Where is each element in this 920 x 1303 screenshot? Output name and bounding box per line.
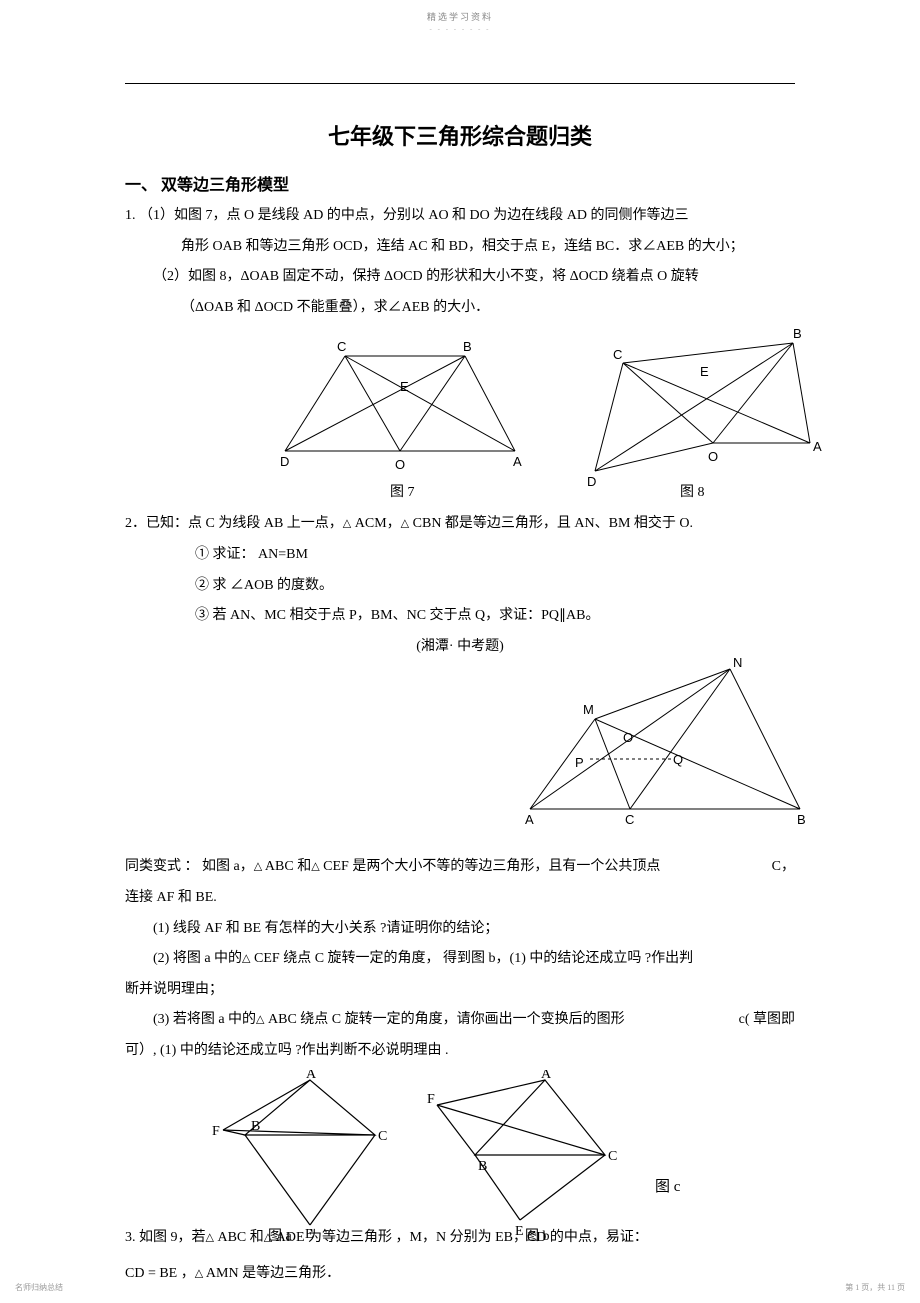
fig8-D: D <box>587 474 596 489</box>
fig2-C: C <box>625 812 634 827</box>
page-top-header: 精选学习资料 <box>0 0 920 23</box>
figb-E: E <box>515 1224 524 1239</box>
fig8-B: B <box>793 326 802 341</box>
figure-8-label: 图 8 <box>680 481 705 501</box>
fig7-B: B <box>463 339 472 354</box>
fig8-E: E <box>700 364 709 379</box>
variant-line1: 同类变式 ： 如图 a，△ ABC 和△ CEF 是两个大小不等的等边三角形，且… <box>125 854 795 881</box>
triangle-icon: △ <box>401 518 409 530</box>
triangle-icon: △ <box>242 952 250 964</box>
triangle-icon: △ <box>256 1014 264 1026</box>
figure-a-label: 图 a <box>268 1225 292 1245</box>
fig2-P: P <box>575 755 584 770</box>
fig8-C: C <box>613 347 622 362</box>
variant-section: 同类变式 ： 如图 a，△ ABC 和△ CEF 是两个大小不等的等边三角形，且… <box>125 854 795 1064</box>
fig2-N: N <box>733 655 742 670</box>
problem-1-line3: （2）如图 8，ΔOAB 固定不动，保持 ΔOCD 的形状和大小不变，将 ΔOC… <box>125 264 795 291</box>
variant-sub2a: (2) 将图 a 中的△ CEF 绕点 C 旋转一定的角度， 得到图 b，(1)… <box>125 946 795 973</box>
figa-E: E <box>305 1227 314 1240</box>
top-rule <box>125 83 795 84</box>
fig7-O: O <box>395 457 405 472</box>
fig7-E: E <box>400 379 409 394</box>
problem-1-line4: （ΔOAB 和 ΔOCD 不能重叠），求∠AEB 的大小． <box>125 295 795 322</box>
fig8-O: O <box>708 449 718 464</box>
figure-7-8-row: D O A C B E 图 7 D O A C B <box>125 331 795 511</box>
variant-sub3b: 可）, (1) 中的结论还成立吗 ?作出判断不必说明理由 . <box>125 1038 795 1065</box>
figa-A: A <box>306 1070 317 1082</box>
fig2-B: B <box>797 812 806 827</box>
problem-2-line1: 2．已知：点 C 为线段 AB 上一点，△ ACM，△ CBN 都是等边三角形，… <box>125 511 795 538</box>
section-1-heading: 一、 双等边三角形模型 <box>125 171 795 195</box>
figb-A: A <box>541 1070 552 1082</box>
figure-a-svg: A B C F E <box>210 1070 410 1240</box>
fig2-A: A <box>525 812 534 827</box>
figb-C: C <box>608 1149 617 1164</box>
triangle-icon: △ <box>195 1267 203 1279</box>
figb-B: B <box>478 1159 487 1174</box>
figa-C: C <box>378 1129 387 1144</box>
figa-F: F <box>212 1124 220 1139</box>
fig7-D: D <box>280 454 289 469</box>
fig7-C: C <box>337 339 346 354</box>
footer-left: 名师归纳总结 <box>15 1282 63 1293</box>
problem-3-line2: CD = BE ，△ AMN 是等边三角形． <box>125 1261 795 1288</box>
figure-2-svg: A C B M N O P Q <box>515 649 815 829</box>
variant-sub3a: (3) 若将图 a 中的△ ABC 绕点 C 旋转一定的角度，请你画出一个变换后… <box>125 1007 795 1034</box>
figure-b-svg: A B C F E <box>425 1070 635 1240</box>
figure-8-svg: D O A C B E <box>565 321 835 491</box>
problem-2-sub2: ② 求 ∠AOB 的度数。 <box>125 573 795 600</box>
figure-b-label: 图 b <box>525 1225 550 1245</box>
variant-sub1: (1) 线段 AF 和 BE 有怎样的大小关系 ?请证明你的结论； <box>125 916 795 943</box>
variant-sub2b: 断并说明理由； <box>125 977 795 1004</box>
figure-7-svg: D O A C B E <box>265 331 535 491</box>
fig7-A: A <box>513 454 522 469</box>
problem-1-line2: 角形 OAB 和等边三角形 OCD，连结 AC 和 BD，相交于点 E，连结 B… <box>125 234 795 261</box>
fig2-O: O <box>623 730 633 745</box>
triangle-icon: △ <box>254 861 262 873</box>
fig2-M: M <box>583 702 594 717</box>
figb-F: F <box>427 1092 435 1107</box>
figure-ab-row: A B C F E 图 a A B C F E 图 b 图 c <box>125 1070 795 1240</box>
figure-c-label: 图 c <box>655 1175 680 1196</box>
triangle-icon: △ <box>343 518 351 530</box>
page-top-dots: - - - - - - - - <box>0 25 920 33</box>
problem-2-sub3: ③ 若 AN、MC 相交于点 P，BM、NC 交于点 Q，求证：PQ∥AB。 <box>125 603 795 630</box>
figure-7-label: 图 7 <box>390 481 415 501</box>
problem-2-sub1: ① 求证： AN=BM <box>125 542 795 569</box>
fig8-A: A <box>813 439 822 454</box>
figure-2-container: A C B M N O P Q <box>125 664 795 834</box>
document-title: 七年级下三角形综合题归类 <box>125 119 795 151</box>
fig2-Q: Q <box>673 752 683 767</box>
variant-line2: 连接 AF 和 BE. <box>125 885 795 912</box>
problem-1-line1: 1. （1）如图 7，点 O 是线段 AD 的中点，分别以 AO 和 DO 为边… <box>125 203 795 230</box>
figa-B: B <box>251 1119 260 1134</box>
triangle-icon: △ <box>311 861 319 873</box>
main-content: 七年级下三角形综合题归类 一、 双等边三角形模型 1. （1）如图 7，点 O … <box>125 83 795 1288</box>
footer-right: 第 1 页，共 11 页 <box>845 1282 905 1293</box>
